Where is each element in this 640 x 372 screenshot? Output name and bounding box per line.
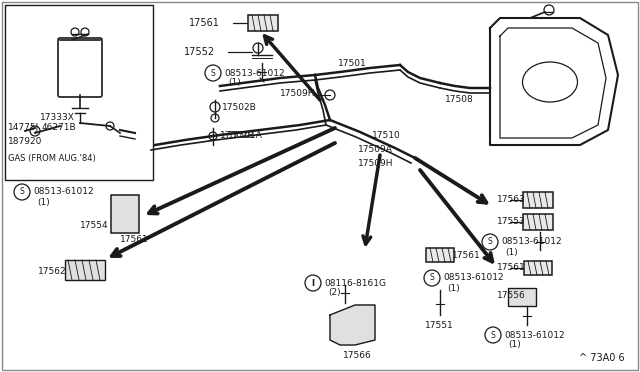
Text: 17510: 17510	[372, 131, 401, 140]
Text: 08116-8161G: 08116-8161G	[324, 279, 386, 288]
Text: 08513-61012: 08513-61012	[504, 330, 564, 340]
Text: 08513-61012: 08513-61012	[443, 273, 504, 282]
Bar	[5, 5, 153, 180]
Text: 08513-61012: 08513-61012	[501, 237, 562, 247]
Text: 17509H: 17509H	[280, 90, 316, 99]
Text: GAS (FROM AUG.'84): GAS (FROM AUG.'84)	[8, 154, 96, 163]
Text: S: S	[491, 330, 495, 340]
Bar	[426, 248, 454, 262]
Text: 17502B: 17502B	[220, 131, 255, 140]
Text: 17561: 17561	[189, 18, 220, 28]
Text: 17508: 17508	[445, 96, 474, 105]
Bar	[523, 192, 553, 208]
Text: (1): (1)	[447, 283, 460, 292]
Text: 17552: 17552	[184, 47, 215, 57]
Text: 08513-61012: 08513-61012	[33, 187, 93, 196]
Circle shape	[116, 201, 124, 209]
Text: 17333X: 17333X	[40, 113, 75, 122]
Text: (1): (1)	[505, 247, 518, 257]
Text: 17554: 17554	[80, 221, 109, 230]
Text: (1): (1)	[228, 78, 241, 87]
Bar	[111, 195, 139, 233]
Circle shape	[126, 216, 134, 224]
Text: I: I	[312, 279, 314, 288]
Bar	[248, 15, 278, 31]
Text: 17501A: 17501A	[228, 131, 263, 140]
Text: 17561: 17561	[120, 235, 148, 244]
Bar	[508, 288, 536, 306]
Text: S: S	[429, 273, 435, 282]
Text: 17562: 17562	[38, 267, 67, 276]
Text: (1): (1)	[37, 198, 50, 206]
Text: 17501: 17501	[338, 60, 367, 68]
Bar	[524, 261, 552, 275]
Text: S: S	[20, 187, 24, 196]
Bar	[523, 214, 553, 230]
Text: 17561: 17561	[497, 263, 525, 273]
Text: 17509A: 17509A	[358, 145, 393, 154]
Text: 08513-61012: 08513-61012	[224, 68, 285, 77]
Text: (2): (2)	[328, 289, 340, 298]
Text: ^ 73A0 6: ^ 73A0 6	[579, 353, 625, 363]
Text: 17509H: 17509H	[358, 158, 394, 167]
Text: 17553: 17553	[497, 218, 525, 227]
Text: 17502B: 17502B	[222, 103, 257, 112]
Polygon shape	[330, 305, 375, 345]
Text: 14775J: 14775J	[8, 124, 39, 132]
Text: 17556: 17556	[497, 291, 525, 299]
Bar	[65, 260, 105, 280]
Text: (1): (1)	[508, 340, 521, 350]
Circle shape	[116, 216, 124, 224]
Text: S: S	[211, 68, 216, 77]
Text: 46271B: 46271B	[42, 124, 77, 132]
Text: 17566: 17566	[343, 350, 372, 359]
Text: 17561: 17561	[452, 250, 481, 260]
Text: 187920: 187920	[8, 138, 42, 147]
Circle shape	[126, 201, 134, 209]
Text: 17563: 17563	[497, 196, 525, 205]
Text: 17551: 17551	[425, 321, 454, 330]
Text: S: S	[488, 237, 492, 247]
